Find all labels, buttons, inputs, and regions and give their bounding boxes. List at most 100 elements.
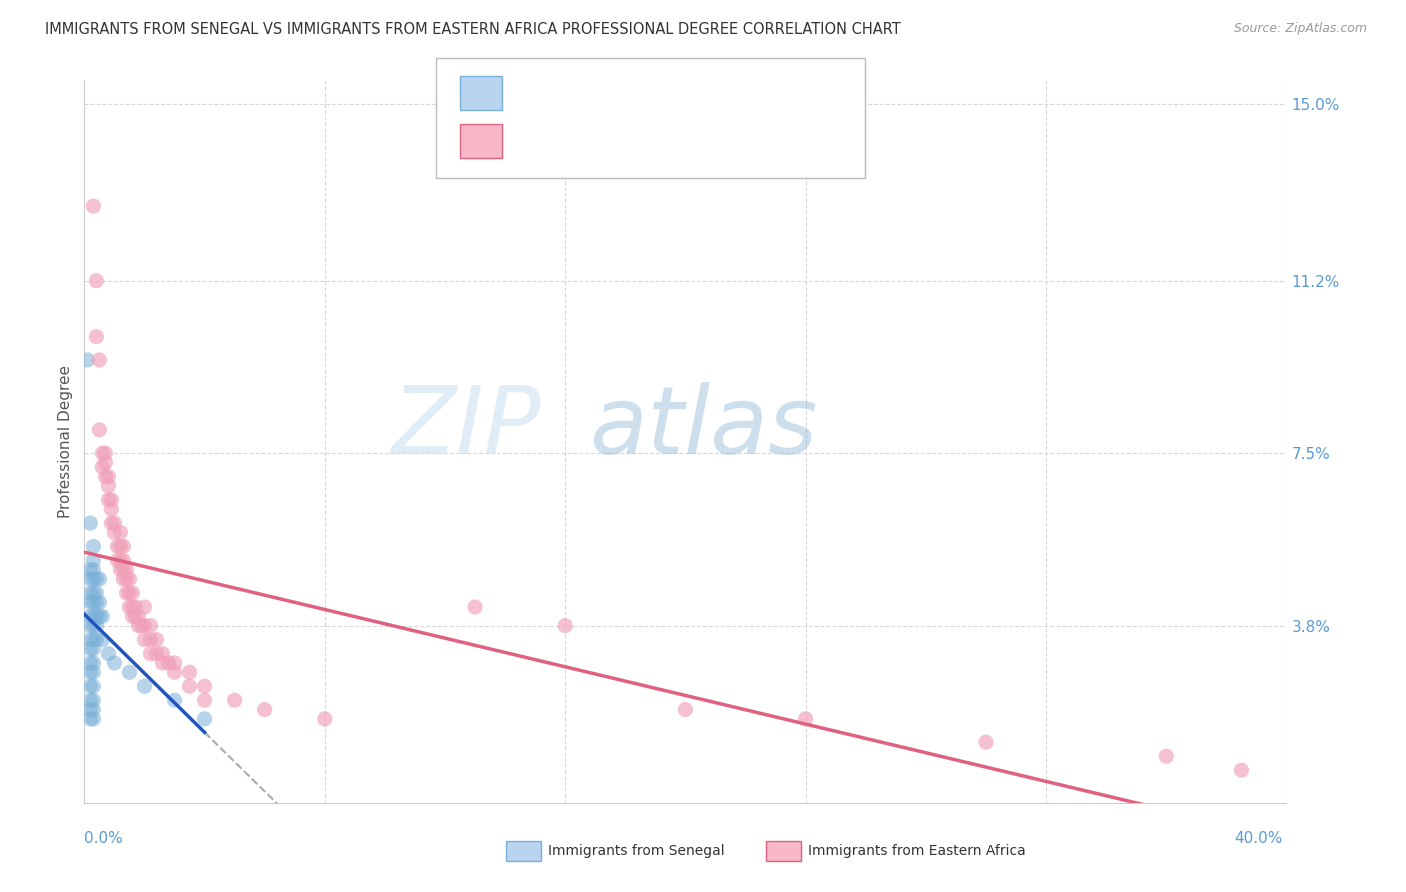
Point xyxy=(79,679,101,693)
Point xyxy=(89,609,111,624)
Point xyxy=(82,679,104,693)
Point xyxy=(107,553,129,567)
Text: IMMIGRANTS FROM SENEGAL VS IMMIGRANTS FROM EASTERN AFRICA PROFESSIONAL DEGREE CO: IMMIGRANTS FROM SENEGAL VS IMMIGRANTS FR… xyxy=(45,22,901,37)
Point xyxy=(79,665,101,680)
Point xyxy=(464,600,486,615)
Point xyxy=(112,572,135,586)
Point xyxy=(86,609,108,624)
Point xyxy=(94,456,117,470)
Point xyxy=(79,712,101,726)
Point xyxy=(118,600,141,615)
Point xyxy=(1230,763,1253,777)
Point xyxy=(82,693,104,707)
Point xyxy=(152,647,174,661)
Point xyxy=(157,656,180,670)
Point xyxy=(152,656,174,670)
Point xyxy=(194,693,217,707)
Text: R =: R = xyxy=(513,128,550,145)
Text: 50: 50 xyxy=(654,79,676,97)
Point xyxy=(124,609,146,624)
Text: Source: ZipAtlas.com: Source: ZipAtlas.com xyxy=(1233,22,1367,36)
Point xyxy=(79,563,101,577)
Point xyxy=(115,572,138,586)
Point xyxy=(79,609,101,624)
Point xyxy=(97,479,120,493)
Point xyxy=(82,540,104,554)
Text: N =: N = xyxy=(619,128,655,145)
Point xyxy=(121,586,143,600)
Point xyxy=(82,618,104,632)
Point xyxy=(163,693,186,707)
Point xyxy=(115,586,138,600)
Point xyxy=(82,553,104,567)
Point xyxy=(112,553,135,567)
Point xyxy=(134,600,156,615)
Point xyxy=(91,446,114,460)
Text: R =: R = xyxy=(513,79,550,97)
Point xyxy=(79,656,101,670)
Point xyxy=(675,702,697,716)
Point xyxy=(124,600,146,615)
Point xyxy=(110,525,132,540)
Point xyxy=(139,632,162,647)
Point xyxy=(134,679,156,693)
Point xyxy=(86,632,108,647)
Point xyxy=(112,563,135,577)
Point xyxy=(1156,749,1178,764)
Point xyxy=(82,595,104,609)
Point xyxy=(127,618,149,632)
Point xyxy=(79,572,101,586)
Point xyxy=(86,595,108,609)
Point xyxy=(94,446,117,460)
Point xyxy=(100,502,122,516)
Point xyxy=(179,665,201,680)
Point xyxy=(82,572,104,586)
Point xyxy=(97,469,120,483)
Point xyxy=(79,642,101,657)
Point xyxy=(86,586,108,600)
Text: 69: 69 xyxy=(654,128,676,145)
Point xyxy=(86,572,108,586)
Point xyxy=(91,609,114,624)
Point xyxy=(115,563,138,577)
Text: 40.0%: 40.0% xyxy=(1234,831,1282,846)
Text: 0.0%: 0.0% xyxy=(84,831,124,846)
Point xyxy=(163,656,186,670)
Point xyxy=(82,712,104,726)
Point xyxy=(127,609,149,624)
Point xyxy=(79,516,101,530)
Point xyxy=(89,572,111,586)
Point xyxy=(118,572,141,586)
Point xyxy=(76,353,98,368)
Point xyxy=(110,553,132,567)
Text: Immigrants from Eastern Africa: Immigrants from Eastern Africa xyxy=(808,844,1026,858)
Point xyxy=(139,618,162,632)
Text: Immigrants from Senegal: Immigrants from Senegal xyxy=(548,844,725,858)
Point xyxy=(163,665,186,680)
Point xyxy=(100,492,122,507)
Text: atlas: atlas xyxy=(589,382,817,473)
Point xyxy=(145,647,167,661)
Point xyxy=(82,656,104,670)
Point xyxy=(91,460,114,475)
Point xyxy=(82,586,104,600)
Point xyxy=(314,712,336,726)
Point xyxy=(79,595,101,609)
Point xyxy=(118,665,141,680)
Text: -0.305: -0.305 xyxy=(546,128,605,145)
Point xyxy=(118,586,141,600)
Point xyxy=(145,632,167,647)
Point xyxy=(253,702,276,716)
Point xyxy=(89,595,111,609)
Point xyxy=(94,469,117,483)
Point xyxy=(86,274,108,288)
Point xyxy=(134,618,156,632)
Point xyxy=(974,735,997,749)
Point xyxy=(110,563,132,577)
Point xyxy=(112,540,135,554)
Point xyxy=(82,702,104,716)
Point xyxy=(194,679,217,693)
Point xyxy=(89,423,111,437)
Point xyxy=(91,632,114,647)
Point xyxy=(79,632,101,647)
